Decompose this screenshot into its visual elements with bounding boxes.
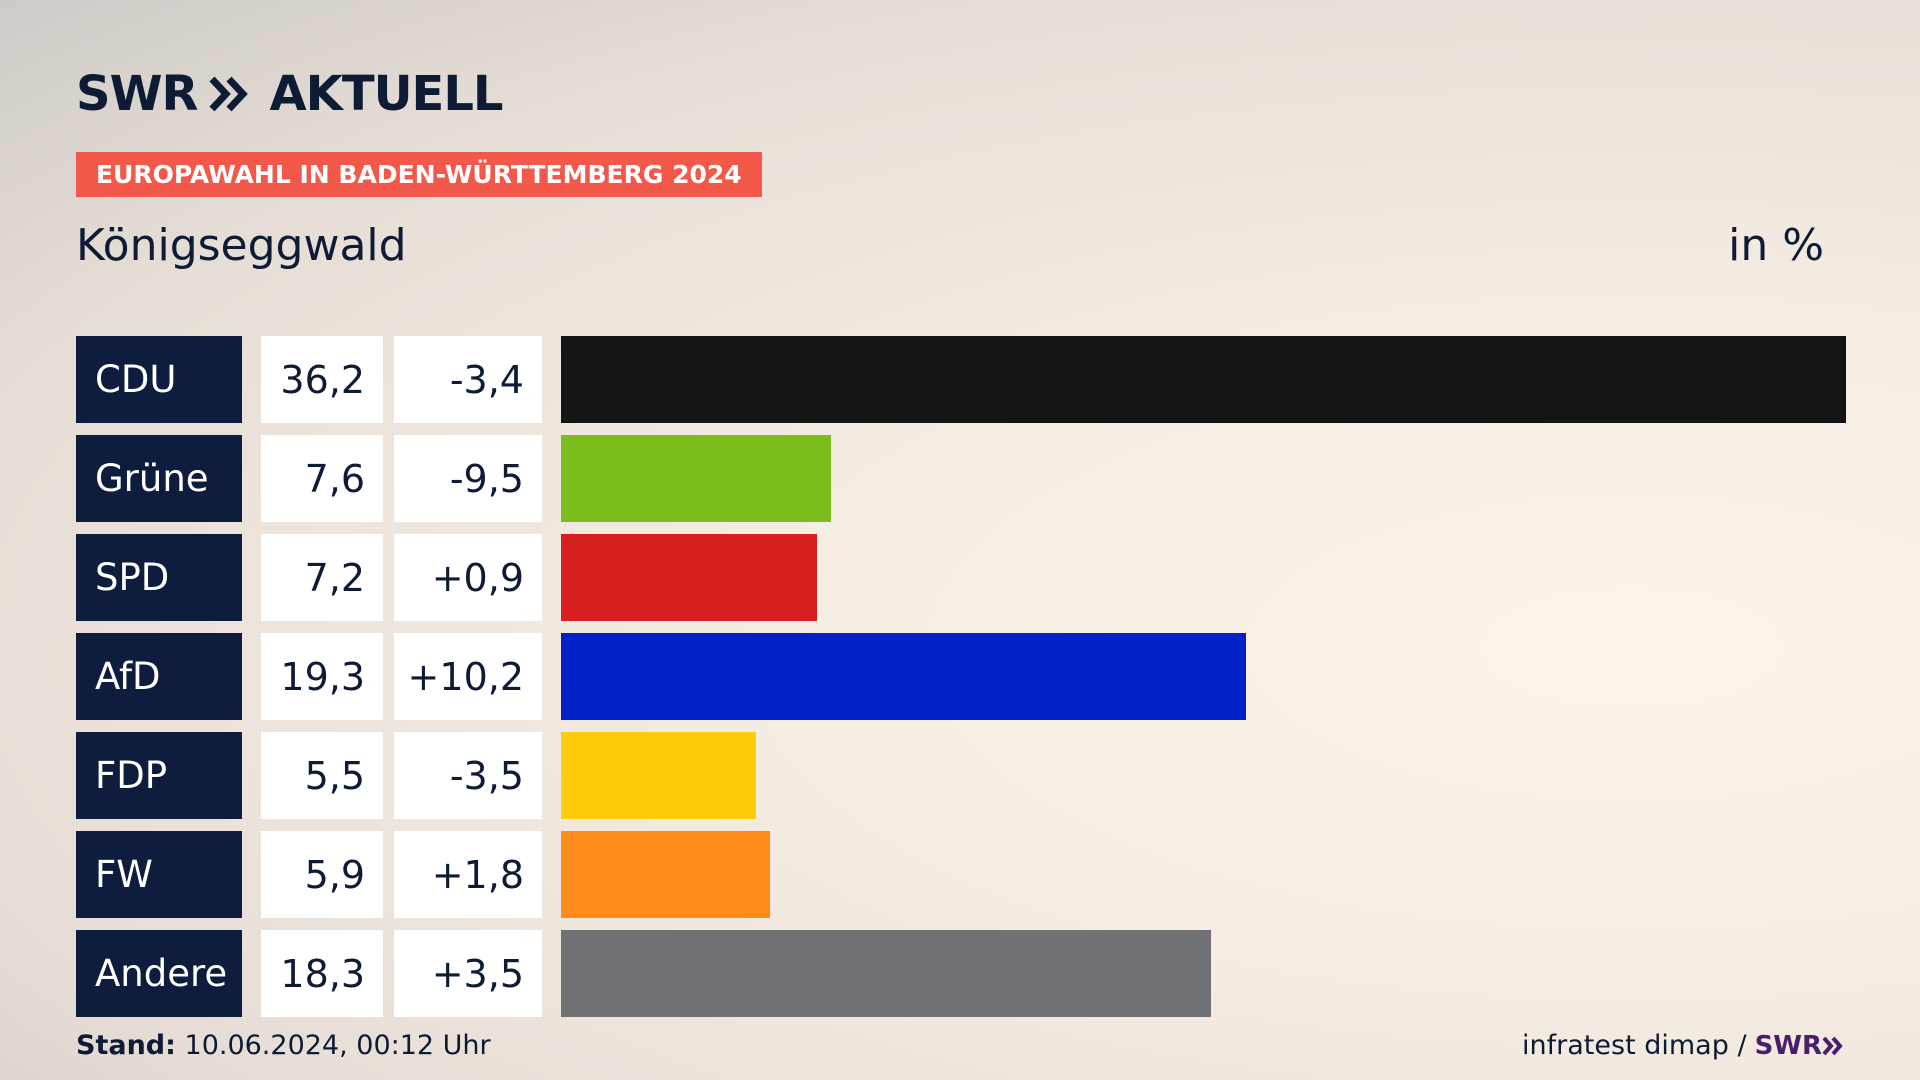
party-label: SPD (76, 534, 242, 621)
source-credit: infratest dimap / SWR (1522, 1030, 1844, 1061)
party-label: Andere (76, 930, 242, 1017)
swr-mini-logo: SWR (1755, 1031, 1844, 1061)
vote-change-value: +1,8 (394, 831, 542, 918)
result-bar (561, 534, 817, 621)
vote-change-value: +3,5 (394, 930, 542, 1017)
result-bar (561, 633, 1246, 720)
vote-change-value: -3,4 (394, 336, 542, 423)
vote-share-value: 7,2 (261, 534, 383, 621)
election-badge: EUROPAWAHL IN BADEN-WÜRTTEMBERG 2024 (76, 152, 762, 197)
vote-change-value: +10,2 (394, 633, 542, 720)
party-label: Grüne (76, 435, 242, 522)
result-bar (561, 435, 831, 522)
double-chevron-small-icon (1822, 1036, 1843, 1055)
vote-change-value: -9,5 (394, 435, 542, 522)
vote-share-value: 19,3 (261, 633, 383, 720)
result-row: FW 5,9 +1,8 (76, 831, 1846, 918)
result-row: CDU 36,2 -3,4 (76, 336, 1846, 423)
logo-aktuell-text: AKTUELL (269, 66, 503, 122)
swr-aktuell-logo: SWR AKTUELL (76, 66, 504, 122)
result-row: SPD 7,2 +0,9 (76, 534, 1846, 621)
party-label: FDP (76, 732, 242, 819)
result-bar (561, 336, 1846, 423)
stand-label: Stand: (76, 1030, 176, 1061)
vote-share-value: 36,2 (261, 336, 383, 423)
source-text: infratest dimap / (1522, 1030, 1747, 1061)
vote-share-value: 7,6 (261, 435, 383, 522)
result-row: Grüne 7,6 -9,5 (76, 435, 1846, 522)
result-row: FDP 5,5 -3,5 (76, 732, 1846, 819)
unit-label: in % (1728, 220, 1824, 271)
result-bar (561, 930, 1211, 1017)
vote-change-value: -3,5 (394, 732, 542, 819)
party-label: FW (76, 831, 242, 918)
party-label: CDU (76, 336, 242, 423)
party-label: AfD (76, 633, 242, 720)
vote-change-value: +0,9 (394, 534, 542, 621)
region-title: Königseggwald (76, 220, 407, 271)
result-bar (561, 831, 770, 918)
result-row: Andere 18,3 +3,5 (76, 930, 1846, 1017)
double-chevron-icon (209, 75, 249, 113)
stand-value: 10.06.2024, 00:12 Uhr (184, 1030, 491, 1061)
result-bar (561, 732, 756, 819)
vote-share-value: 5,9 (261, 831, 383, 918)
swr-mini-logo-text: SWR (1754, 1030, 1822, 1061)
logo-swr-text: SWR (76, 66, 198, 122)
vote-share-value: 18,3 (261, 930, 383, 1017)
vote-share-value: 5,5 (261, 732, 383, 819)
result-row: AfD 19,3 +10,2 (76, 633, 1846, 720)
timestamp: Stand: 10.06.2024, 00:12 Uhr (76, 1030, 491, 1061)
